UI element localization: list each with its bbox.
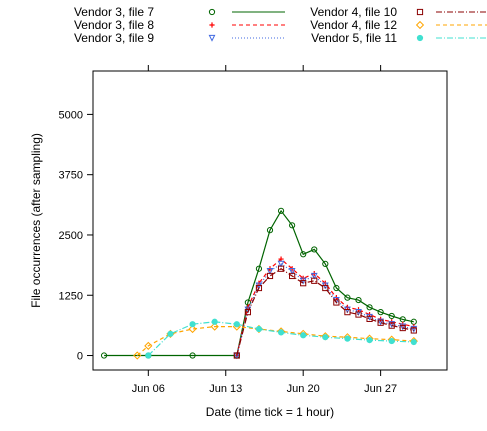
series-point-4	[322, 284, 329, 292]
series-point-3	[399, 323, 407, 331]
x-tick-label: Jun 27	[364, 383, 397, 395]
y-tick-label: 3750	[59, 170, 83, 182]
legend-label: Vendor 5, file 11	[311, 31, 397, 45]
series-point-1	[377, 309, 384, 316]
series-point-6	[410, 338, 417, 346]
series-point-4	[300, 280, 307, 287]
series-point-1	[189, 352, 196, 359]
series-point-1	[289, 222, 296, 229]
y-tick-label: 1250	[59, 290, 83, 302]
series-point-4	[355, 311, 362, 318]
x-tick-label: Jun 06	[132, 383, 165, 395]
series-point-1	[333, 284, 340, 292]
series-line-3	[236, 263, 414, 356]
series-point-4	[410, 327, 417, 334]
legend-label: Vendor 3, file 8	[74, 18, 154, 32]
series-point-3	[377, 318, 385, 326]
series-point-1	[300, 251, 307, 258]
y-axis-label: File occurrences (after sampling)	[29, 133, 43, 308]
series-point-6	[211, 318, 218, 325]
series-point-5	[188, 324, 197, 334]
series-point-6	[145, 352, 152, 359]
series-point-3	[410, 325, 418, 333]
legend-label: Vendor 3, file 7	[74, 5, 154, 19]
series-point-1	[388, 312, 395, 320]
series-point-4	[244, 309, 251, 316]
series-point-4	[388, 322, 395, 329]
legend-marker	[416, 34, 424, 42]
plot-frame	[92, 70, 448, 371]
series-point-6	[366, 337, 373, 344]
series-point-4	[366, 315, 373, 322]
legend-marker	[415, 20, 425, 30]
series-point-6	[322, 334, 329, 341]
series-point-4	[333, 299, 340, 306]
y-tick-label: 2500	[59, 230, 83, 242]
series-point-1	[266, 227, 274, 234]
series-point-4	[344, 309, 351, 316]
series-point-5	[144, 341, 153, 350]
series-point-3	[388, 321, 396, 328]
series-point-1	[100, 352, 108, 359]
series-point-3	[288, 268, 296, 275]
series-point-6	[233, 321, 240, 328]
legend-marker	[208, 8, 216, 16]
series-point-3	[266, 268, 274, 275]
series-point-6	[300, 332, 307, 339]
series-point-3	[366, 313, 373, 321]
x-tick-label: Jun 13	[209, 383, 242, 395]
series-point-6	[167, 330, 174, 337]
series-point-4	[311, 277, 318, 284]
legend-marker	[416, 8, 424, 16]
series-point-4	[377, 319, 384, 326]
series-point-6	[344, 335, 351, 342]
series-point-1	[255, 265, 263, 272]
series-point-4	[277, 265, 285, 272]
y-tick-label: 5000	[59, 109, 83, 121]
legend-label: Vendor 4, file 12	[310, 18, 397, 32]
series-point-1	[344, 294, 351, 301]
series-line-6	[147, 321, 414, 356]
series-point-1	[311, 246, 318, 253]
legend-marker	[208, 34, 216, 42]
series-point-4	[266, 272, 274, 280]
series-point-5	[133, 351, 142, 360]
series-line-4	[236, 267, 414, 356]
series-point-3	[277, 260, 285, 268]
series-point-1	[277, 207, 285, 214]
series-point-1	[366, 304, 373, 311]
y-tick-label: 0	[77, 351, 83, 363]
series-point-4	[255, 284, 263, 292]
series-point-6	[277, 329, 285, 336]
series-point-6	[255, 325, 263, 333]
series-point-5	[210, 322, 219, 331]
series-point-6	[388, 337, 395, 345]
series-point-3	[310, 272, 318, 280]
series-point-4	[233, 352, 240, 359]
legend-label: Vendor 4, file 10	[310, 5, 397, 19]
legend-label: Vendor 3, file 9	[74, 31, 154, 45]
series-point-1	[322, 260, 329, 268]
legend-marker	[209, 22, 215, 28]
series-point-1	[355, 296, 362, 304]
x-axis-label: Date (time tick = 1 hour)	[206, 405, 334, 419]
x-tick-label: Jun 20	[287, 383, 320, 395]
series-point-6	[189, 321, 196, 328]
series-point-4	[289, 272, 296, 280]
series-line-2	[236, 258, 414, 356]
series-point-4	[399, 324, 406, 332]
